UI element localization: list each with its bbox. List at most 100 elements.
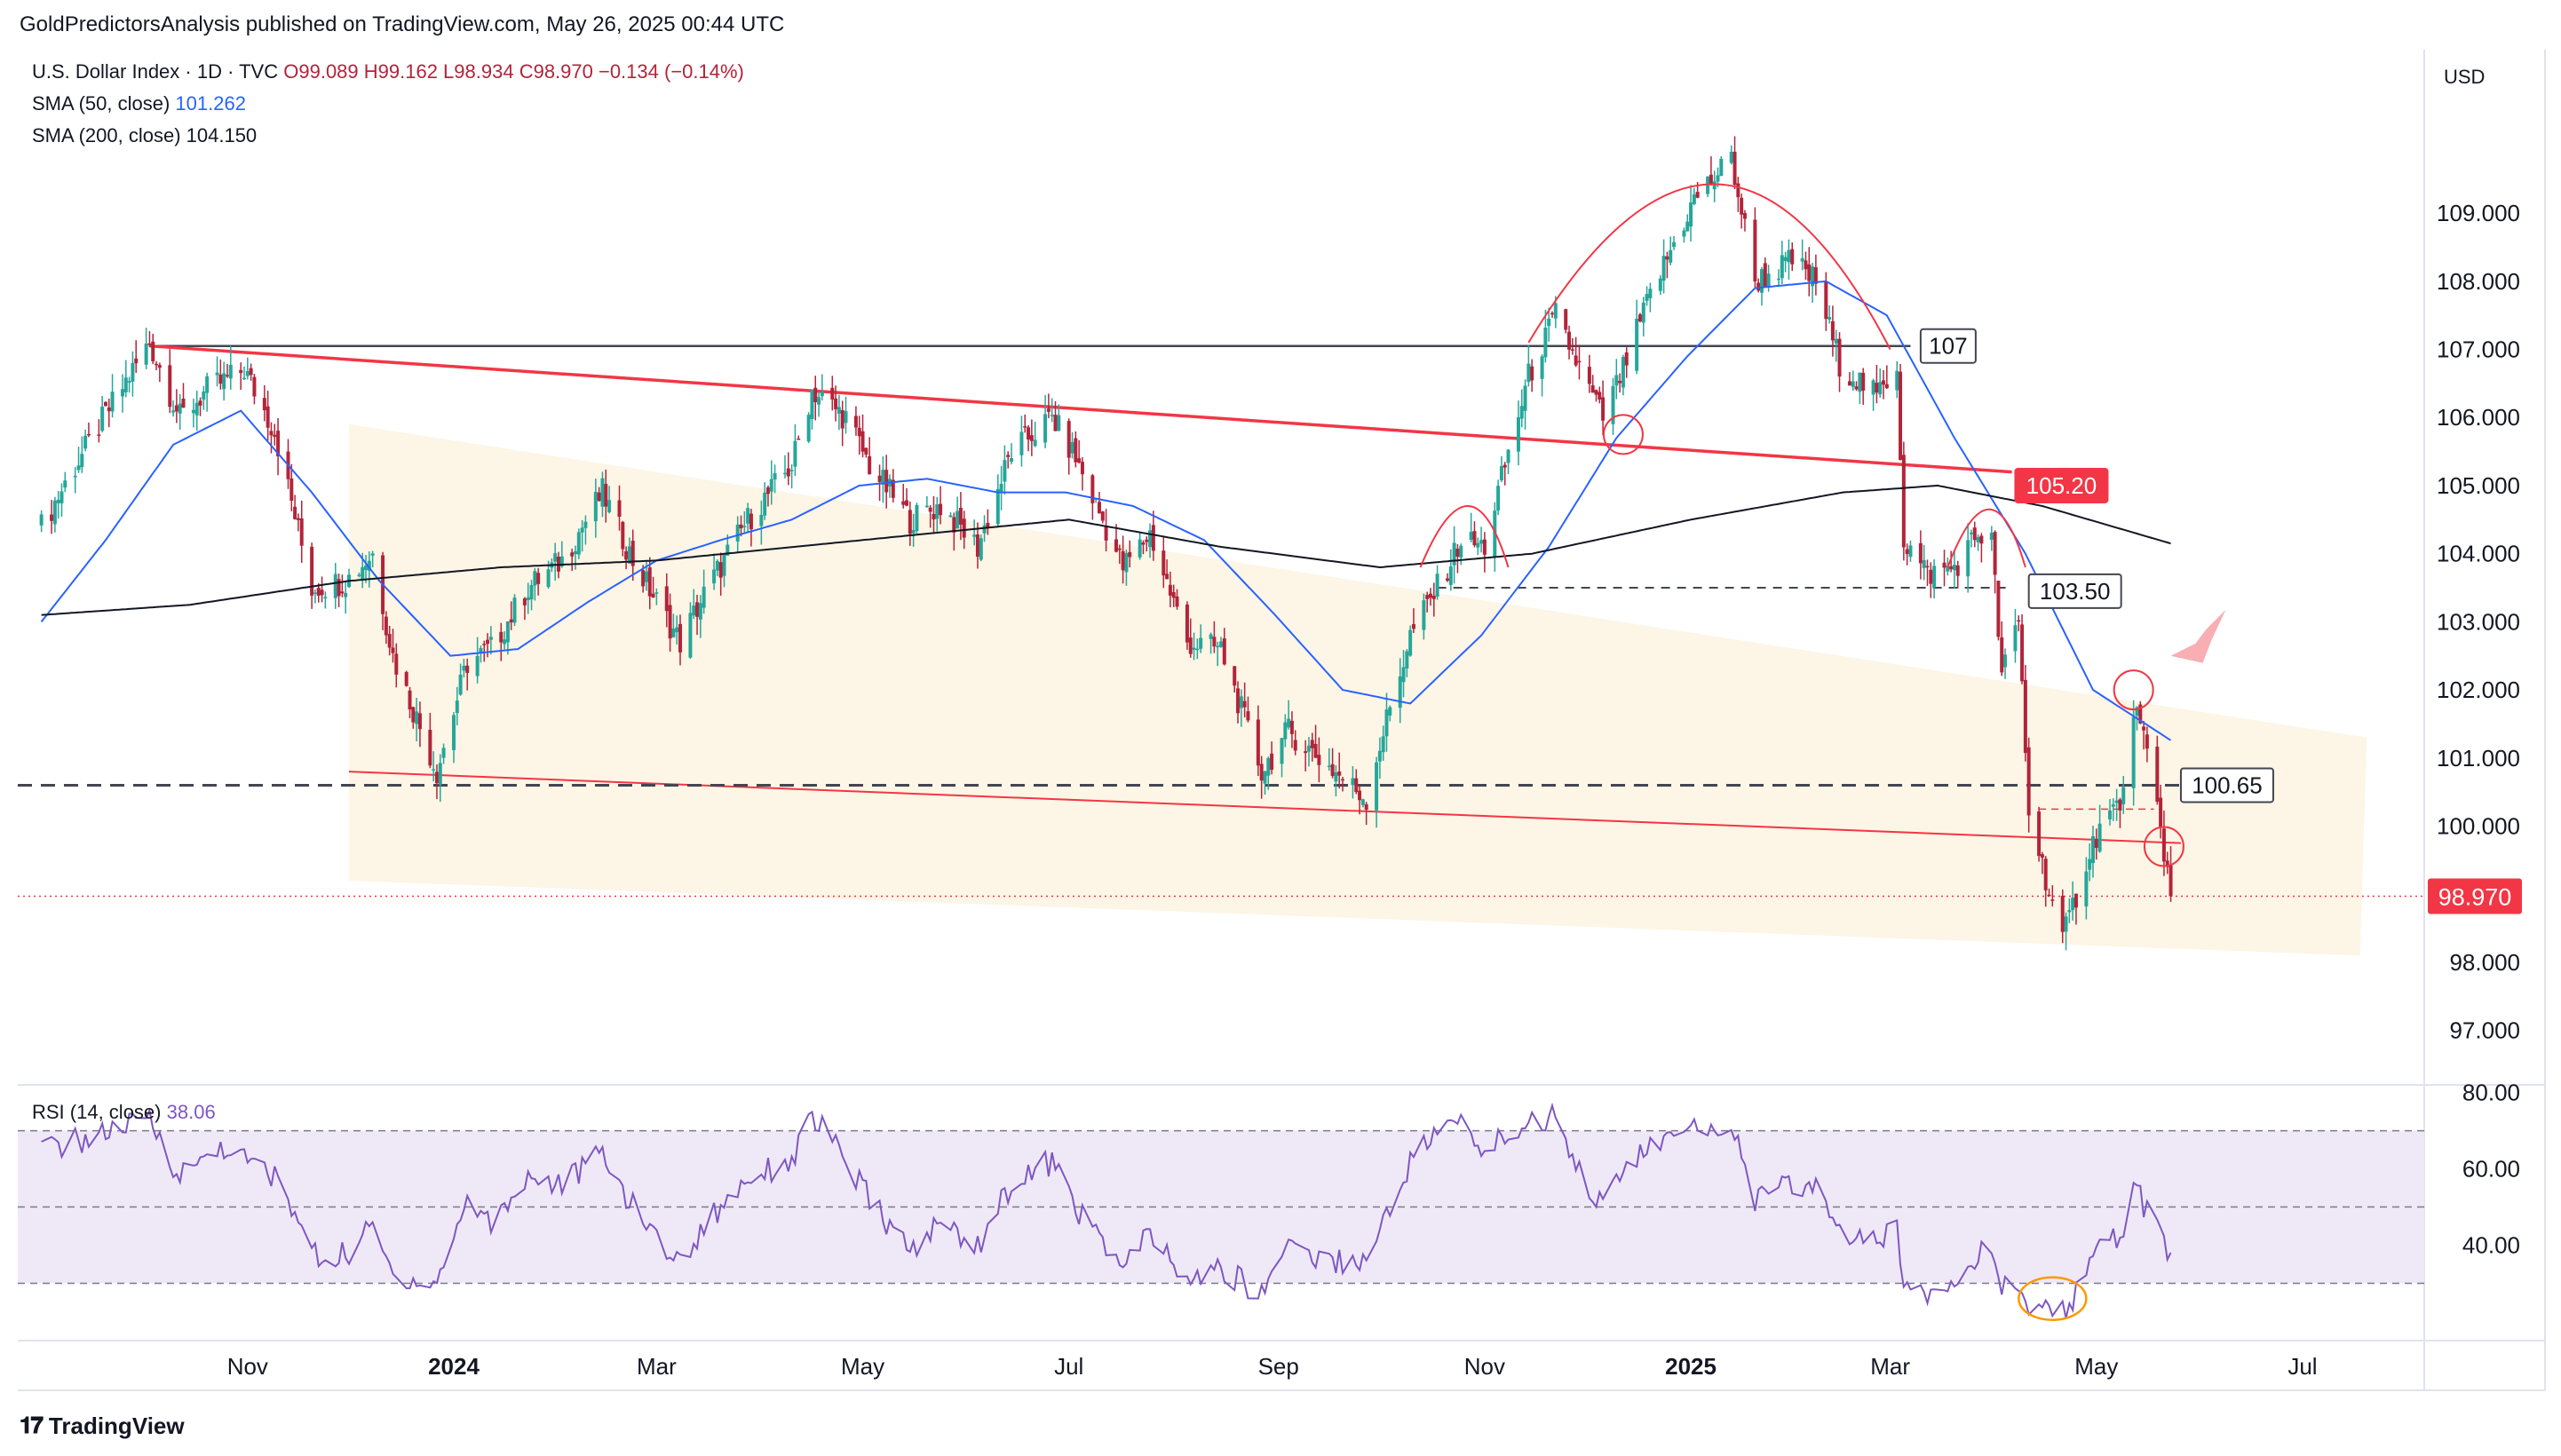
candle-body <box>488 637 493 640</box>
candle-body <box>1080 462 1084 475</box>
candle-body <box>1398 676 1402 708</box>
footer-brand[interactable]: 𝟏𝟕 TradingView <box>20 1412 185 1440</box>
candle-body <box>763 492 767 516</box>
channel-band <box>349 423 2367 956</box>
candle-body <box>952 517 956 533</box>
candle-body <box>2121 787 2126 804</box>
candle-body <box>1499 466 1503 480</box>
candle-body <box>759 514 764 526</box>
price-tick-label: 102.000 <box>2437 677 2520 703</box>
candle-body <box>1364 803 1368 811</box>
candle-body <box>1171 591 1176 598</box>
candle-body <box>1313 743 1318 758</box>
candle-body <box>293 506 297 519</box>
candle-body <box>654 592 659 594</box>
candle-body <box>1952 565 1956 571</box>
currency-label[interactable]: USD <box>2444 66 2486 88</box>
candle-body <box>1729 151 1733 163</box>
candle-body <box>475 655 480 677</box>
candle-body <box>2135 707 2139 716</box>
candle-body <box>621 521 625 550</box>
candle-body <box>1611 385 1615 424</box>
candle-body <box>2088 859 2092 870</box>
last-price-label: 98.970 <box>2438 884 2512 911</box>
sma50-value: 101.262 <box>175 92 246 115</box>
candle-body <box>2040 854 2044 858</box>
moving-averages <box>40 280 2172 741</box>
candle-body <box>2161 828 2166 862</box>
candle-body <box>1476 542 1480 548</box>
candle-body <box>1222 638 1226 665</box>
time-tick-label: Jul <box>1054 1353 1083 1380</box>
candle-body <box>1925 566 1930 568</box>
candle-body <box>1003 460 1007 482</box>
sma200-legend[interactable]: SMA (200, close) 104.150 <box>32 124 257 147</box>
candle-body <box>688 613 693 658</box>
candle-body <box>144 343 148 365</box>
rsi-band <box>18 1129 2424 1285</box>
candle-body <box>1381 736 1385 753</box>
candle-body <box>783 472 788 475</box>
candle-body <box>1104 526 1108 541</box>
candle-body <box>692 605 696 616</box>
candle-body <box>1293 740 1297 751</box>
candle-body <box>333 574 337 598</box>
candle-body <box>178 403 182 414</box>
sma50-legend[interactable]: SMA (50, close) 101.262 <box>32 92 246 115</box>
candle-body <box>357 574 361 576</box>
rsi-tick-label: 40.00 <box>2462 1232 2520 1259</box>
rounded-top-arc <box>1527 183 1891 350</box>
candle-body <box>1459 545 1463 558</box>
candle-body <box>868 455 872 475</box>
candle-body <box>2037 811 2042 857</box>
candle-body <box>806 415 811 442</box>
resistance-line <box>149 344 2012 474</box>
candle-body <box>1685 221 1690 232</box>
candle-body <box>939 503 943 516</box>
candle-body <box>1128 551 1132 558</box>
candle-body <box>574 550 578 554</box>
candle-body <box>2138 704 2143 724</box>
candle-body <box>2142 726 2146 731</box>
candle-body <box>50 514 54 521</box>
rsi-legend[interactable]: RSI (14, close) 38.06 <box>32 1101 216 1124</box>
candle-body <box>1066 421 1071 458</box>
candle-body <box>1289 720 1294 734</box>
candle-body <box>1932 566 1937 588</box>
symbol-legend[interactable]: U.S. Dollar Index · 1D · TVC O99.089 H99… <box>32 60 744 83</box>
candle-body <box>1766 273 1771 288</box>
candle-body <box>2090 835 2095 864</box>
candle-body <box>131 362 135 382</box>
candle-body <box>1496 486 1501 511</box>
candle-body <box>1790 249 1795 265</box>
candle-body <box>2155 746 2160 803</box>
price-tick-label: 105.000 <box>2437 472 2520 499</box>
rsi-label: RSI (14, close) <box>32 1101 162 1123</box>
candle-body <box>2108 810 2113 819</box>
candle-body <box>86 433 91 436</box>
candle-body <box>857 427 861 437</box>
candle-body <box>1358 790 1362 801</box>
candle-body <box>2003 654 2008 668</box>
candle-body <box>698 603 702 620</box>
candle-body <box>1317 755 1321 765</box>
candle-body <box>1918 542 1923 564</box>
candle-body <box>168 365 172 408</box>
sma50-line <box>40 280 2172 741</box>
candle-body <box>2026 747 2031 816</box>
price-tick-label: 100.000 <box>2437 813 2520 840</box>
candle-body <box>840 409 844 429</box>
candle-body <box>1236 688 1241 714</box>
candle-body <box>1337 771 1342 776</box>
candle-body <box>1777 278 1781 281</box>
candle-body <box>370 553 375 556</box>
candle-body <box>1124 552 1129 573</box>
candle-body <box>394 653 399 675</box>
candle-body <box>1732 151 1737 186</box>
candle-body <box>1854 386 1859 390</box>
candle-body <box>715 560 719 571</box>
candle-body <box>1375 762 1379 811</box>
label-103-50: 103.50 <box>2040 578 2111 605</box>
candle-body <box>123 377 128 392</box>
